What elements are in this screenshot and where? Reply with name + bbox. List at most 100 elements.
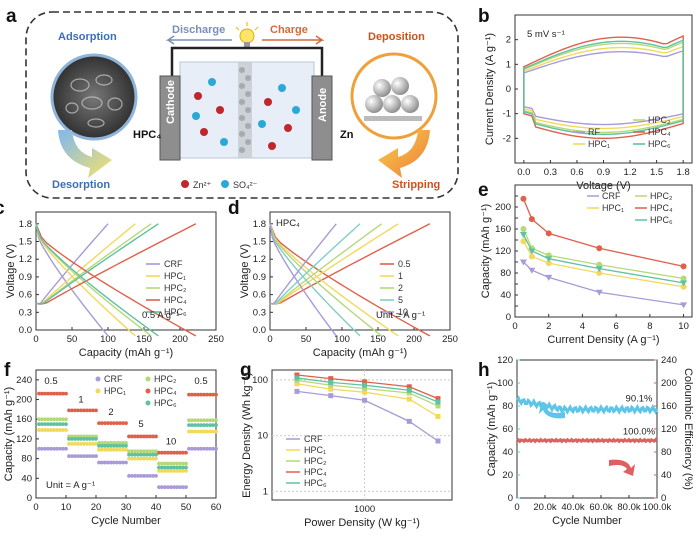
panel-e: e 0 2 4 6 8 10 0 40 80 120 160 200 Current Density (A… [478,180,693,346]
cycle-point [136,456,140,461]
ragone-point [294,375,300,381]
ragone-point [406,418,412,424]
legend-label: HPC₁ [588,139,610,149]
cycle-point [37,417,41,422]
cycle-point [151,449,155,454]
cycle-point [136,449,140,454]
zn-deposit-spheres-icon [364,77,422,121]
cycle-point [142,473,146,478]
cycle-point [73,408,77,413]
legend-label: 5 [398,295,403,305]
cycle-point [109,443,113,448]
panel-d: d 0 50 100 150 200 250 0.0 0.3 0.6 0.9 1.2 1.5 1.8 Cap… [228,198,458,359]
cycle-point [163,465,167,470]
cycle-point [169,461,173,466]
cycle-point [106,460,110,465]
cycle-point [94,437,98,441]
cycle-point [130,449,134,454]
pore-pattern-icon [65,74,123,128]
legend-label: HPC₂ [154,374,177,384]
cycle-point [145,456,149,461]
legend-label: HPC₂ [164,283,187,293]
x-tick-label: 1.2 [623,167,636,178]
y-tick-label-left: 120 [497,355,513,366]
cycle-point [67,437,71,441]
cycle-point [61,417,65,422]
cycle-point [85,408,89,413]
y-axis-label: Capacity (mAh g⁻¹) [480,204,492,298]
cycle-point [79,454,83,459]
plot-frame [269,211,451,331]
cycle-point [82,441,86,446]
cycle-point [136,473,140,478]
cycle-point [196,446,200,451]
x-tick-label: 1000 [354,504,375,515]
cycle-point [175,450,179,455]
cycle-point [73,437,77,441]
x-tick-label: 60.0k [589,502,612,513]
cycle-point [115,440,119,445]
ragone-point [362,379,368,385]
panel-title: HPC₄ [276,218,300,229]
x-tick-label: 200 [406,334,422,345]
y-tick-label: 200 [495,202,511,213]
cycle-point [148,434,152,439]
panel-c: c 0 50 100 150 200 250 0.0 0.3 0.6 0.9 1.2 1.5 1.8 Cap… [0,198,224,359]
x-tick-label: 30 [121,502,132,513]
cycle-point [37,391,41,396]
x-tick-label: 6 [613,321,618,332]
legend-label: 2 [398,283,403,293]
x-axis-label: Capacity (mAh g⁻¹) [79,347,173,359]
cycle-point [214,392,218,397]
legend-label: HPC₂ [650,191,673,201]
y-tick-label-left: 80 [502,401,513,412]
ragone-point [294,381,300,387]
cycle-point [61,391,65,396]
cycle-point [67,408,71,413]
cycle-point [127,473,131,478]
cycle-point [112,460,116,465]
cycle-point [97,443,101,448]
cycle-point [214,423,218,428]
cycle-point [112,440,116,445]
rate-point [595,289,603,296]
cycle-point [67,441,71,446]
ragone-point [435,413,441,419]
separator-icon [238,62,252,158]
cycle-point [181,450,185,455]
y-tick-label-right: 80 [661,447,672,458]
cycle-point [40,428,44,432]
x-axis-label: Capacity (mAh g⁻¹) [313,347,407,359]
cycle-point [208,423,212,428]
x-tick-label: 10 [61,502,72,513]
hpc4-label: HPC₄ [133,129,161,141]
zn-legend-label: Zn²⁺ [193,180,212,190]
cycle-point [91,454,95,459]
cycle-point [142,456,146,461]
panel-label-g: g [240,360,252,381]
cycle-point [106,447,110,452]
cycle-point [163,450,167,455]
legend-label: HPC₄ [648,127,671,137]
cycle-point [163,469,167,473]
cycle-point [145,449,149,454]
cathode-label: Cathode [165,80,177,124]
y-tick-label-left: 0 [508,493,513,504]
cycle-point [208,392,212,397]
cycle-point [142,449,146,454]
cycle-point [91,408,95,413]
cycle-point [151,473,155,478]
y-tick-label: 0.3 [19,307,32,318]
ragone-point [294,388,300,394]
cycle-point [205,423,209,428]
panel-label-a: a [6,6,17,27]
light-bulb-icon [235,22,259,47]
cycle-point [121,460,125,465]
cycle-point [172,485,176,490]
zn-legend-icon [181,180,189,188]
cycle-point [112,447,116,452]
cycle-point [187,423,191,428]
cycle-point [64,391,68,396]
cycle-point [85,454,89,459]
discharge-curve-3 [35,223,197,337]
